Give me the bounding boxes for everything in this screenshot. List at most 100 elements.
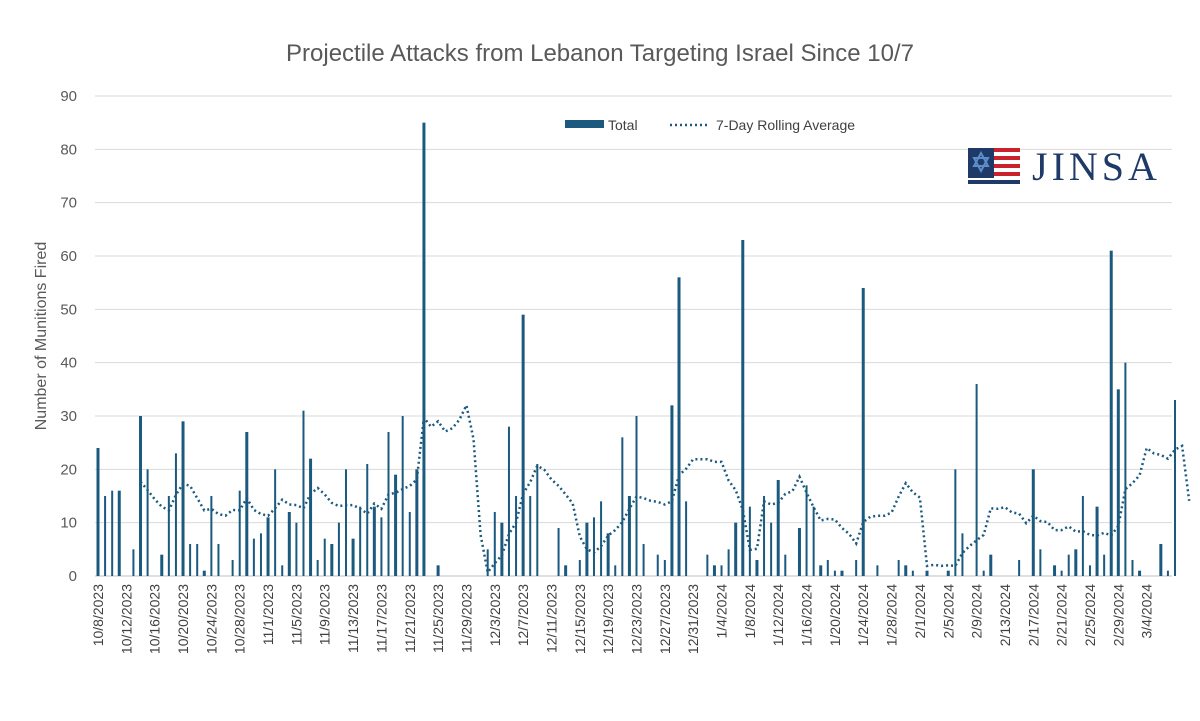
x-tick-label: 2/21/2024 xyxy=(1054,584,1070,646)
bar xyxy=(600,501,603,576)
series-total-bars xyxy=(96,122,1176,577)
bar xyxy=(104,496,107,576)
x-tick-label: 1/12/2024 xyxy=(770,584,786,646)
bar xyxy=(797,528,801,576)
bar xyxy=(1166,570,1169,576)
bar xyxy=(160,554,164,576)
bar xyxy=(174,453,177,576)
bar xyxy=(946,570,950,576)
logo-wordmark: JINSA xyxy=(1032,144,1161,189)
bar xyxy=(770,522,773,576)
bar xyxy=(500,522,504,576)
bar xyxy=(295,522,298,576)
bar xyxy=(167,496,170,576)
bar xyxy=(621,437,624,576)
y-tick-label: 10 xyxy=(60,515,77,532)
bar xyxy=(132,549,135,576)
bar xyxy=(486,549,489,576)
bar xyxy=(359,506,362,576)
x-tick-label: 10/24/2023 xyxy=(203,584,219,654)
bar xyxy=(422,122,426,577)
x-tick-label: 1/4/2024 xyxy=(714,584,730,639)
x-tick-label: 2/17/2024 xyxy=(1025,584,1041,646)
x-tick-label: 2/5/2024 xyxy=(940,584,956,639)
bar xyxy=(614,565,617,576)
bar xyxy=(521,314,525,576)
x-tick-label: 12/15/2023 xyxy=(572,584,588,654)
bar xyxy=(217,544,220,576)
bar xyxy=(287,512,291,576)
bar xyxy=(1103,554,1106,576)
bar xyxy=(1088,565,1091,576)
bar xyxy=(493,512,496,576)
bar xyxy=(202,570,206,576)
bar xyxy=(819,565,823,576)
bar xyxy=(592,517,595,576)
y-tick-label: 50 xyxy=(60,301,77,318)
bar xyxy=(911,570,914,576)
bar xyxy=(111,490,114,576)
bar xyxy=(861,288,865,576)
x-tick-label: 1/16/2024 xyxy=(799,584,815,646)
x-tick-label: 1/28/2024 xyxy=(884,584,900,646)
y-tick-label: 30 xyxy=(60,408,77,425)
bar xyxy=(727,549,730,576)
bar xyxy=(252,538,255,576)
bar xyxy=(833,570,836,576)
bar xyxy=(712,565,716,576)
bar xyxy=(784,554,787,576)
flag-icon xyxy=(968,148,1020,184)
y-tick-label: 20 xyxy=(60,461,77,478)
x-tick-label: 12/23/2023 xyxy=(629,584,645,654)
bar xyxy=(536,464,539,576)
bar xyxy=(1031,469,1035,576)
bar xyxy=(663,560,666,576)
bar xyxy=(380,517,383,576)
bar xyxy=(196,544,199,576)
bar xyxy=(564,565,568,576)
y-tick-label: 60 xyxy=(60,248,77,265)
x-tick-label: 12/3/2023 xyxy=(487,584,503,646)
bar xyxy=(989,554,993,576)
bar xyxy=(1095,506,1099,576)
x-tick-label: 2/29/2024 xyxy=(1110,584,1126,646)
x-tick-label: 2/25/2024 xyxy=(1082,584,1098,646)
bar xyxy=(755,560,759,576)
x-tick-label: 10/28/2023 xyxy=(232,584,248,654)
bar xyxy=(394,474,398,576)
x-tick-label: 1/8/2024 xyxy=(742,584,758,639)
bar xyxy=(1109,250,1113,576)
bar xyxy=(408,512,411,576)
series-rolling-average-line xyxy=(139,401,1191,576)
bar xyxy=(961,533,964,576)
x-axis-ticks: 10/8/2023 10/12/2023 10/16/2023 10/20/2023 1… xyxy=(90,584,1155,654)
bar xyxy=(805,485,808,576)
bar xyxy=(1174,400,1176,576)
bar xyxy=(954,469,957,576)
bar xyxy=(855,560,858,576)
x-tick-label: 12/27/2023 xyxy=(657,584,673,654)
x-tick-label: 12/31/2023 xyxy=(685,584,701,654)
bar xyxy=(812,506,815,576)
bar xyxy=(670,405,674,576)
legend-total-swatch xyxy=(565,120,604,128)
bar xyxy=(706,554,709,576)
x-tick-label: 11/9/2023 xyxy=(317,584,333,645)
bar xyxy=(1018,560,1021,576)
bar xyxy=(1053,565,1057,576)
bar xyxy=(351,538,355,576)
bar xyxy=(763,496,766,576)
bar xyxy=(1060,570,1063,576)
bar xyxy=(281,565,284,576)
bar xyxy=(1067,554,1070,576)
x-tick-label: 1/24/2024 xyxy=(855,584,871,646)
bar xyxy=(96,448,100,576)
y-tick-label: 40 xyxy=(60,355,77,372)
y-axis-label: Number of Munitions Fired xyxy=(33,242,50,431)
bar xyxy=(507,426,510,576)
x-tick-label: 12/19/2023 xyxy=(600,584,616,654)
bar xyxy=(210,496,213,576)
x-tick-label: 11/29/2023 xyxy=(458,584,474,653)
bar xyxy=(401,416,404,576)
